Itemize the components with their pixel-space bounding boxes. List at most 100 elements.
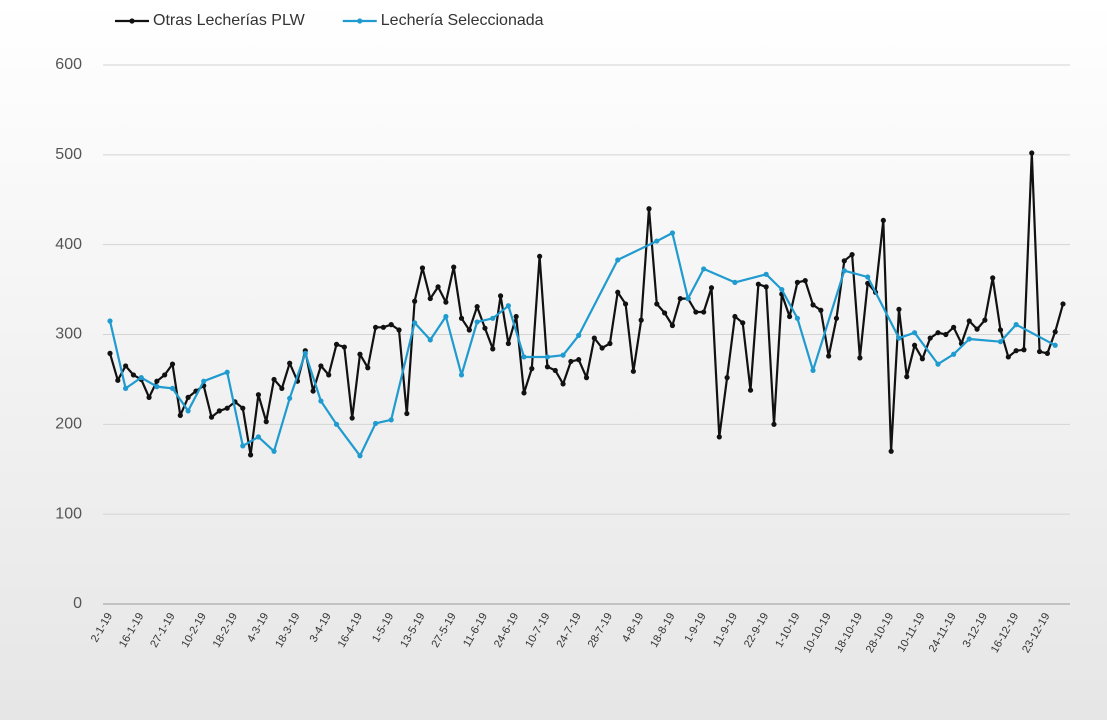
data-point [240,405,246,411]
data-point [638,317,644,323]
data-point [708,285,715,291]
data-point [333,341,340,347]
data-point [786,313,793,320]
data-point [841,268,847,274]
data-point [357,453,363,459]
data-point [169,385,176,391]
data-point [427,337,433,343]
data-point [357,351,363,357]
data-point [732,279,738,285]
data-point [896,306,902,312]
y-tick-label: 200 [55,416,82,433]
data-point [1013,322,1019,328]
data-point [552,367,558,374]
data-point [224,369,230,375]
data-point [302,350,308,356]
data-point [974,326,980,332]
data-point [451,264,457,270]
data-point [599,345,605,351]
data-point [529,366,535,372]
data-point [310,388,316,394]
data-point [919,356,925,362]
data-point [490,315,496,321]
y-tick-label: 500 [55,146,82,163]
data-point [521,390,527,396]
data-point [169,361,176,367]
data-point [997,327,1004,333]
data-point [810,367,816,374]
data-point [271,376,277,383]
data-point [763,271,769,277]
data-point [419,265,426,271]
data-point [1060,301,1066,307]
data-point [443,313,449,320]
data-point [490,346,496,352]
data-point [380,324,387,330]
data-point [693,309,699,315]
legend-marker [129,18,135,24]
data-point [927,335,933,341]
data-point [412,320,418,326]
data-point [826,353,832,359]
data-point [1036,348,1043,355]
data-point [802,278,808,284]
data-point [677,295,683,302]
data-point [263,419,269,425]
data-point [990,275,996,281]
y-tick-label: 300 [55,326,82,343]
data-point [130,372,137,378]
data-point [287,360,293,366]
data-point [935,361,941,367]
data-point [716,434,722,440]
data-point [404,410,410,417]
data-point [1052,329,1058,335]
data-point [591,335,597,341]
data-point [865,274,871,280]
data-point [544,364,551,370]
data-point [1005,354,1011,360]
data-point [466,327,472,333]
data-point [560,352,566,358]
data-point [388,417,394,423]
data-point [583,375,590,381]
data-point [865,280,871,286]
data-point [458,315,465,321]
data-point [615,289,621,295]
data-point [177,412,183,418]
data-point [521,354,527,360]
y-tick-label: 400 [55,236,82,253]
data-point [497,293,504,299]
data-point [474,319,480,325]
data-point [911,330,918,336]
data-point [240,443,246,449]
data-point [505,303,511,309]
data-point [1013,348,1019,354]
data-point [279,385,285,391]
data-point [388,322,394,328]
data-point [365,365,371,371]
data-point [1029,150,1035,156]
data-point [685,295,691,302]
data-point [318,363,324,369]
data-point [982,317,988,323]
data-point [1021,347,1027,353]
legend-label: Otras Lecherías PLW [153,12,306,29]
data-point [646,206,652,212]
data-point [146,394,152,400]
data-point [326,372,332,378]
data-point [794,279,801,285]
data-point [966,318,972,324]
data-point [224,405,230,411]
data-point [185,394,191,400]
data-point [810,302,816,308]
data-point [794,315,801,321]
data-point [724,375,730,381]
data-point [372,324,379,330]
data-point [622,301,629,307]
data-point [1044,350,1050,356]
data-point [576,332,582,338]
data-point [662,310,668,316]
data-point [841,258,847,264]
data-point [747,387,754,393]
